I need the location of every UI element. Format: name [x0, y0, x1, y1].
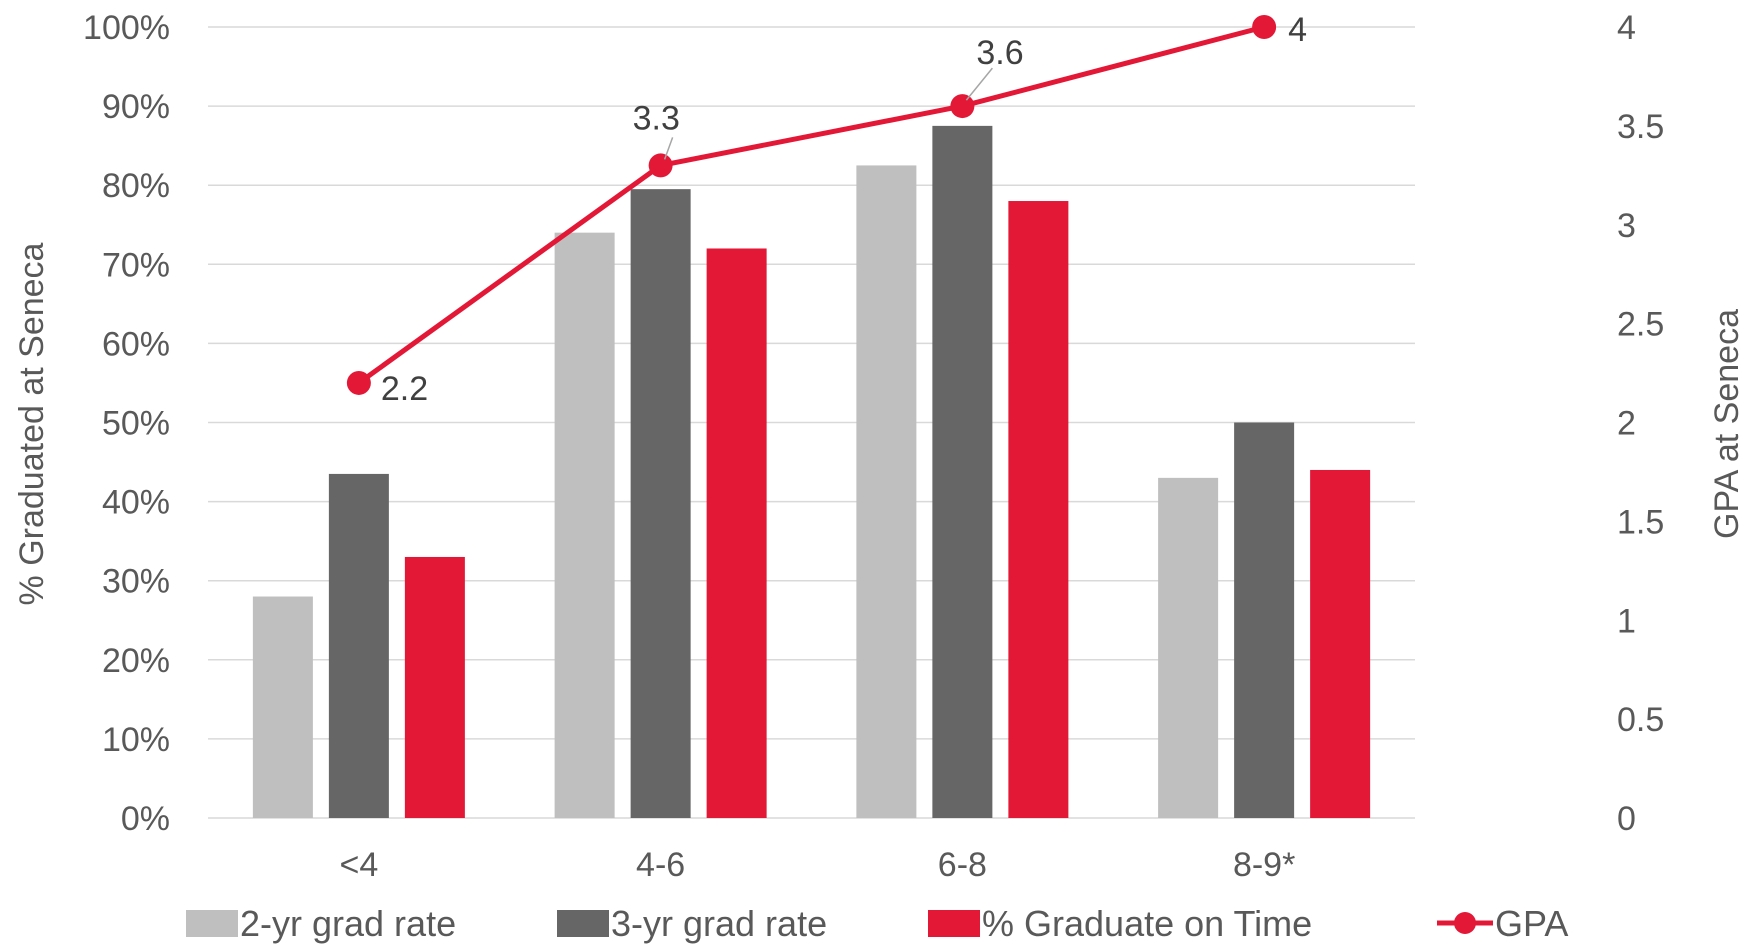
legend-label: 2-yr grad rate: [240, 903, 456, 944]
legend-swatch: [557, 910, 609, 937]
data-label-leader: [965, 67, 993, 101]
legend-label: % Graduate on Time: [982, 903, 1312, 944]
bar: [932, 125, 993, 818]
left-axis-ticks: 0% 10% 20% 30% 40% 50% 60% 70% 80% 90% 100%: [83, 9, 170, 838]
gpa-line-layer: 2.2 3.3 3.6 4: [346, 11, 1307, 408]
y-right-tick-label: 4: [1617, 9, 1636, 47]
y-right-tick-label: 3.5: [1617, 108, 1664, 146]
legend-swatch: [186, 910, 238, 937]
y-left-tick-label: 60%: [102, 325, 170, 363]
bar: [404, 556, 465, 818]
legend: 2-yr grad rate 3-yr grad rate % Graduate o…: [186, 903, 1568, 944]
y-left-tick-label: 40%: [102, 484, 170, 522]
y-left-tick-label: 30%: [102, 563, 170, 601]
legend-marker: [1454, 912, 1476, 934]
y-axis-left-label: % Graduated at Seneca: [13, 242, 51, 605]
y-right-tick-label: 3: [1617, 207, 1636, 245]
y-right-tick-label: 2: [1617, 405, 1636, 443]
y-right-tick-label: 2.5: [1617, 306, 1664, 344]
y-left-tick-label: 10%: [102, 721, 170, 759]
bar: [1310, 469, 1371, 818]
gpa-data-label: 3.3: [633, 99, 680, 137]
y-left-tick-label: 50%: [102, 405, 170, 443]
legend-swatch: [928, 910, 980, 937]
x-category-label: 4-6: [636, 846, 685, 884]
y-right-tick-label: 0.5: [1617, 701, 1664, 739]
y-right-tick-label: 1.5: [1617, 503, 1664, 541]
gpa-point: [346, 370, 371, 395]
y-left-tick-label: 100%: [83, 9, 170, 47]
legend-label: 3-yr grad rate: [611, 903, 827, 944]
bar: [252, 596, 313, 818]
gpa-series-line: [357, 24, 1265, 385]
gpa-point: [648, 153, 673, 178]
y-left-tick-label: 80%: [102, 167, 170, 205]
bars: [252, 125, 1371, 819]
gpa-point: [950, 94, 975, 119]
gpa-data-label: 3.6: [976, 34, 1023, 72]
bar: [328, 473, 389, 818]
gridlines: [208, 26, 1415, 819]
bar: [630, 189, 691, 818]
legend-label: GPA: [1495, 903, 1568, 944]
bar: [1234, 422, 1295, 818]
x-category-label: <4: [339, 846, 378, 884]
category-axis-ticks: <4 4-6 6-8 8-9*: [339, 846, 1295, 884]
gpa-point: [1252, 15, 1277, 39]
y-left-tick-label: 70%: [102, 246, 170, 284]
bar: [1158, 477, 1219, 818]
x-category-label: 8-9*: [1233, 846, 1295, 884]
gpa-data-label: 4: [1288, 11, 1307, 49]
y-axis-right-label: GPA at Seneca: [1708, 309, 1746, 539]
right-axis-ticks: 0 0.5 1 1.5 2 2.5 3 3.5 4: [1617, 9, 1664, 838]
bar: [856, 165, 917, 819]
bar: [1008, 201, 1069, 818]
gpa-data-label: 2.2: [381, 370, 428, 408]
y-left-tick-label: 90%: [102, 88, 170, 126]
y-left-tick-label: 0%: [121, 800, 170, 838]
data-label-leader: [663, 137, 674, 160]
x-category-label: 6-8: [938, 846, 987, 884]
y-right-tick-label: 1: [1617, 602, 1636, 640]
bar: [706, 248, 767, 819]
bar: [554, 232, 615, 818]
y-left-tick-label: 20%: [102, 642, 170, 680]
y-right-tick-label: 0: [1617, 800, 1636, 838]
